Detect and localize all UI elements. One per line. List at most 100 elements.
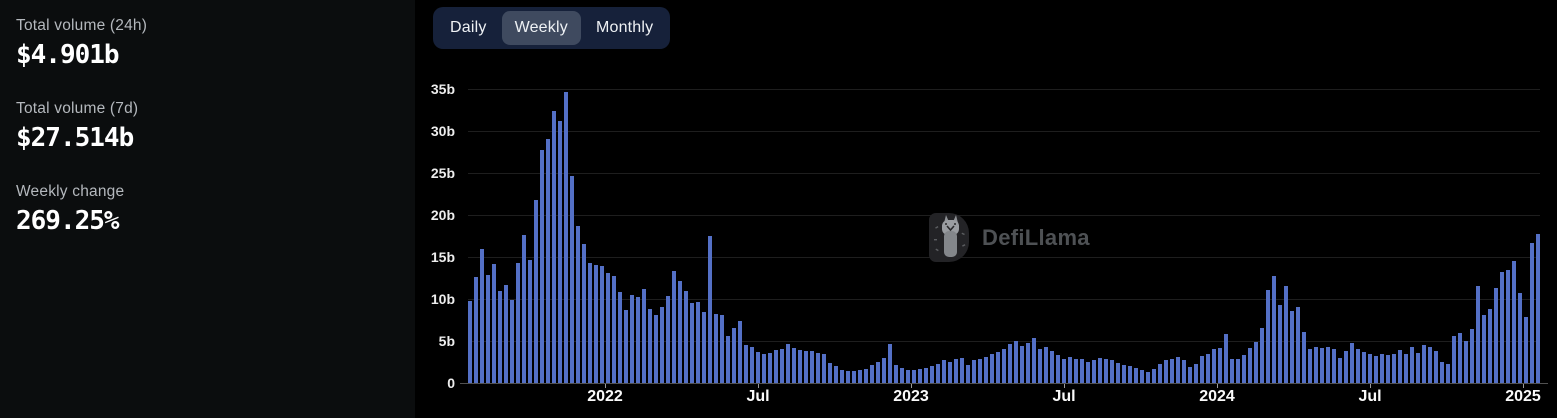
volume-bar[interactable] [1500, 272, 1504, 383]
volume-bar[interactable] [552, 110, 556, 383]
volume-bar[interactable] [1170, 358, 1174, 383]
volume-bar[interactable] [558, 120, 562, 383]
volume-bar[interactable] [942, 360, 946, 383]
volume-bar[interactable] [816, 352, 820, 383]
tab-monthly[interactable]: Monthly [583, 11, 666, 45]
volume-bar[interactable] [1452, 335, 1456, 383]
volume-bar[interactable] [1308, 349, 1312, 383]
volume-bar[interactable] [1398, 350, 1402, 383]
volume-bar[interactable] [996, 351, 1000, 383]
volume-bar[interactable] [1128, 366, 1132, 383]
volume-bar[interactable] [480, 248, 484, 383]
volume-bar[interactable] [708, 236, 712, 383]
volume-bar[interactable] [522, 235, 526, 383]
volume-bar[interactable] [1254, 341, 1258, 383]
volume-bar[interactable] [1044, 346, 1048, 383]
volume-bar[interactable] [798, 350, 802, 383]
volume-bar[interactable] [912, 369, 916, 383]
volume-bar[interactable] [498, 291, 502, 383]
volume-bar[interactable] [1290, 310, 1294, 383]
volume-bar[interactable] [1488, 309, 1492, 383]
volume-bar[interactable] [972, 360, 976, 383]
volume-bar[interactable] [1038, 348, 1042, 383]
volume-bar[interactable] [960, 357, 964, 383]
volume-bar[interactable] [1026, 342, 1030, 383]
volume-bar[interactable] [1134, 367, 1138, 383]
volume-bar[interactable] [828, 362, 832, 383]
volume-bar[interactable] [1230, 358, 1234, 383]
volume-bar[interactable] [630, 294, 634, 383]
volume-bar[interactable] [1362, 351, 1366, 383]
volume-bar[interactable] [810, 351, 814, 383]
volume-bar[interactable] [1350, 342, 1354, 383]
volume-bar[interactable] [474, 277, 478, 383]
volume-bar[interactable] [1338, 357, 1342, 383]
volume-bar[interactable] [1422, 345, 1426, 383]
volume-bar[interactable] [1512, 261, 1516, 383]
volume-bar[interactable] [906, 370, 910, 383]
volume-bar[interactable] [1464, 341, 1468, 383]
volume-bar[interactable] [690, 303, 694, 383]
volume-bar[interactable] [1266, 289, 1270, 383]
volume-bar[interactable] [768, 352, 772, 383]
volume-bar[interactable] [588, 262, 592, 383]
volume-bar[interactable] [732, 328, 736, 383]
volume-bar[interactable] [660, 307, 664, 383]
volume-bar[interactable] [1440, 362, 1444, 383]
volume-bar[interactable] [1206, 353, 1210, 383]
volume-bar[interactable] [576, 225, 580, 383]
volume-bar[interactable] [1392, 353, 1396, 383]
volume-bar[interactable] [696, 301, 700, 383]
volume-bar[interactable] [1056, 355, 1060, 383]
volume-bar[interactable] [1002, 348, 1006, 383]
volume-bar[interactable] [600, 266, 604, 383]
volume-bar[interactable] [714, 314, 718, 383]
volume-bar[interactable] [1212, 349, 1216, 383]
volume-bar[interactable] [546, 139, 550, 383]
volume-bar[interactable] [1326, 346, 1330, 383]
volume-bar[interactable] [594, 265, 598, 383]
volume-bar[interactable] [864, 368, 868, 383]
volume-bar[interactable] [1272, 276, 1276, 383]
volume-bar[interactable] [1104, 358, 1108, 383]
volume-bar[interactable] [1524, 316, 1528, 383]
volume-bar[interactable] [1062, 358, 1066, 383]
volume-bar[interactable] [750, 346, 754, 383]
volume-bar[interactable] [1110, 360, 1114, 383]
volume-bar[interactable] [954, 359, 958, 383]
volume-bar[interactable] [834, 366, 838, 383]
volume-bar[interactable] [882, 357, 886, 383]
volume-bar[interactable] [804, 351, 808, 383]
volume-bar[interactable] [1158, 363, 1162, 383]
volume-bar[interactable] [1410, 346, 1414, 383]
volume-bar[interactable] [1320, 347, 1324, 383]
volume-bar[interactable] [966, 365, 970, 383]
tab-daily[interactable]: Daily [437, 11, 500, 45]
volume-bar[interactable] [1140, 370, 1144, 383]
volume-bar[interactable] [1416, 352, 1420, 383]
volume-bar[interactable] [1248, 347, 1252, 383]
volume-bar[interactable] [1302, 331, 1306, 383]
volume-bar[interactable] [1482, 314, 1486, 383]
volume-bar[interactable] [1278, 304, 1282, 383]
volume-bar[interactable] [1092, 360, 1096, 383]
volume-bar[interactable] [1428, 346, 1432, 383]
volume-bar[interactable] [486, 274, 490, 383]
volume-bar[interactable] [900, 367, 904, 383]
volume-bar[interactable] [888, 344, 892, 383]
volume-bar[interactable] [786, 344, 790, 383]
volume-bar[interactable] [822, 354, 826, 383]
volume-bar[interactable] [672, 271, 676, 383]
volume-bar[interactable] [876, 362, 880, 383]
volume-bar[interactable] [930, 366, 934, 383]
volume-bar[interactable] [1446, 363, 1450, 383]
volume-bar[interactable] [858, 370, 862, 383]
volume-bar[interactable] [1020, 346, 1024, 383]
volume-bar[interactable] [534, 199, 538, 383]
volume-bar[interactable] [1260, 327, 1264, 383]
volume-bar[interactable] [540, 150, 544, 383]
volume-bar[interactable] [1176, 356, 1180, 383]
volume-bar[interactable] [1068, 356, 1072, 383]
volume-bar[interactable] [984, 356, 988, 383]
volume-bar[interactable] [510, 299, 514, 383]
